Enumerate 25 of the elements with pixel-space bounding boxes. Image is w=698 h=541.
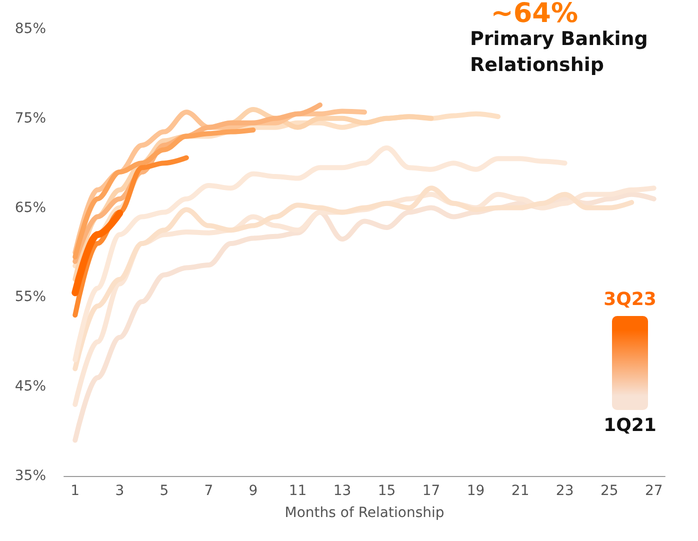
- x-tick-label: 3: [115, 483, 124, 499]
- y-tick-label: 65%: [14, 200, 46, 216]
- text: 3Q23: [602, 289, 658, 310]
- x-tick-label: 9: [248, 483, 258, 499]
- annotation: ~64%: [490, 0, 578, 29]
- x-axis-title: Months of Relationship: [284, 505, 444, 521]
- x-tick-label: 7: [204, 483, 214, 499]
- x-tick-label: 15: [378, 483, 396, 499]
- legend-label: 1Q21: [602, 415, 658, 436]
- y-tick-label: 55%: [14, 289, 46, 306]
- x-tick-label: 1: [70, 483, 80, 499]
- x-tick-label: 21: [511, 483, 530, 499]
- x-tick-label: 25: [600, 483, 618, 499]
- x-tick-label: 5: [160, 483, 169, 499]
- y-tick-label: 45%: [14, 378, 46, 395]
- x-tick-label: 27: [644, 483, 663, 499]
- x-tick-label: 17: [422, 483, 440, 499]
- x-tick-label: 11: [288, 483, 307, 499]
- y-tick-label: 35%: [14, 468, 46, 484]
- y-tick-label: 75%: [14, 110, 46, 126]
- y-tick-label: 85%: [14, 21, 46, 37]
- x-tick-label: 23: [556, 483, 574, 499]
- text: Primary Banking Relationship: [470, 28, 655, 76]
- x-tick-label: 13: [333, 483, 352, 499]
- x-tick-label: 19: [466, 483, 485, 499]
